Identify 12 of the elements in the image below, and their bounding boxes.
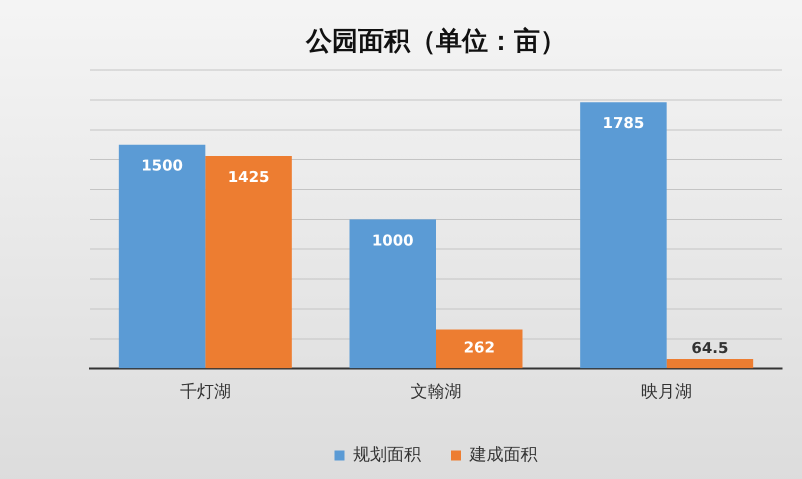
x-tick-label: 映月湖 <box>641 382 692 402</box>
data-label: 64.5 <box>691 338 728 357</box>
chart-title: 公园面积（单位：亩） <box>305 26 566 56</box>
x-tick-label: 千灯湖 <box>180 382 231 402</box>
legend-label: 建成面积 <box>468 444 538 465</box>
data-label: 1425 <box>228 168 270 186</box>
x-tick-label: 文翰湖 <box>410 382 462 402</box>
data-label: 1000 <box>372 231 414 250</box>
data-label: 1785 <box>602 114 644 132</box>
legend-label: 规划面积 <box>353 444 421 465</box>
data-label: 262 <box>464 338 495 357</box>
data-label: 1500 <box>141 156 183 175</box>
